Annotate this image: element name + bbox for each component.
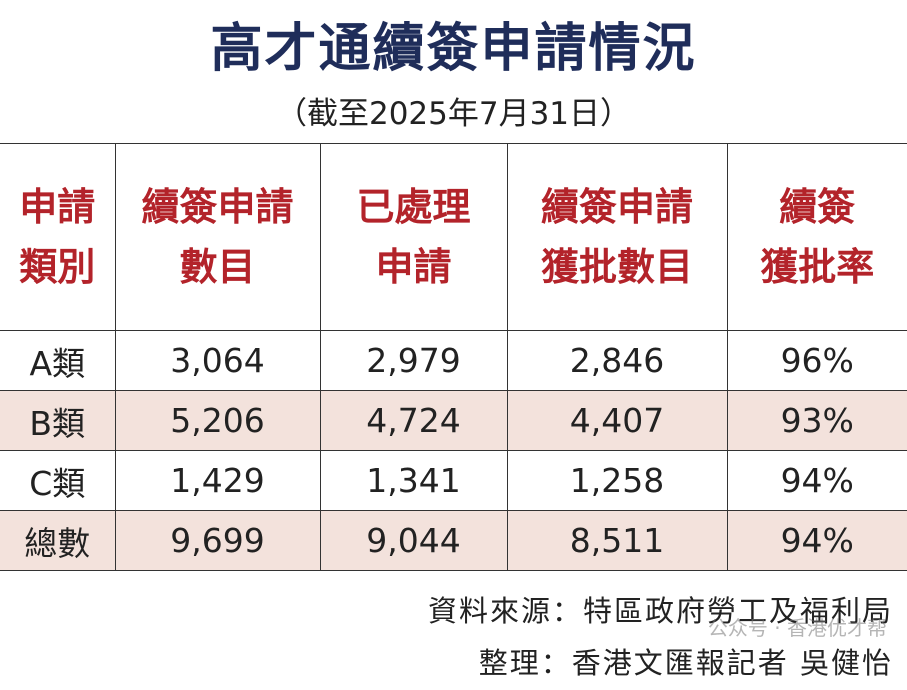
header-line: 類別 — [19, 245, 96, 289]
table-body: A類 3,064 2,979 2,846 96% B類 5,206 4,724 4,407 93%… — [0, 330, 907, 571]
table-cell: 2,979 — [319, 330, 508, 391]
table-row: 總數 9,699 9,044 8,511 94% — [0, 510, 907, 571]
header-line: 獲批率 — [760, 245, 875, 289]
watermark: 公众号 · 香港优才帮 — [707, 616, 887, 640]
header-line: 申請 — [19, 185, 96, 229]
header-line: 續簽 — [779, 185, 856, 229]
header-line: 續簽申請 — [141, 185, 294, 229]
table-cell: 1,429 — [114, 450, 321, 511]
table-cell: 93% — [726, 390, 907, 451]
table-row: C類 1,429 1,341 1,258 94% — [0, 450, 907, 511]
subtitle: （截至2025年7月31日） — [275, 96, 632, 132]
table-cell: A類 — [0, 330, 116, 391]
table-row: A類 3,064 2,979 2,846 96% — [0, 330, 907, 391]
table: 申請 類別 續簽申請 數目 已處理 申請 續簽申請 獲批數目 續簽 獲批率 A類 3,064 2,97… — [0, 143, 907, 571]
table-cell: 3,064 — [114, 330, 321, 391]
header-line: 續簽申請 — [540, 185, 693, 229]
table-cell: 1,258 — [506, 450, 728, 511]
table-cell: 94% — [726, 450, 907, 511]
table-row: B類 5,206 4,724 4,407 93% — [0, 390, 907, 451]
table-cell: 總數 — [0, 510, 116, 571]
source: 資料來源：特區政府勞工及福利局 — [427, 594, 893, 628]
column-header: 續簽 獲批率 — [726, 143, 907, 331]
column-header: 續簽申請 數目 — [114, 143, 321, 331]
table-cell: C類 — [0, 450, 116, 511]
table-cell: 1,341 — [319, 450, 508, 511]
column-header: 申請 類別 — [0, 143, 116, 331]
table-cell: 9,699 — [114, 510, 321, 571]
table-cell: 4,724 — [319, 390, 508, 451]
header-line: 獲批數目 — [540, 245, 693, 289]
table-cell: 8,511 — [506, 510, 728, 571]
header-line: 已處理 — [356, 185, 471, 229]
table-cell: B類 — [0, 390, 116, 451]
title: 高才通續簽申請情況 — [210, 19, 697, 79]
table-cell: 2,846 — [506, 330, 728, 391]
table-cell: 96% — [726, 330, 907, 391]
column-header: 續簽申請 獲批數目 — [506, 143, 728, 331]
column-header: 已處理 申請 — [319, 143, 508, 331]
table-cell: 4,407 — [506, 390, 728, 451]
table-cell: 9,044 — [319, 510, 508, 571]
table-cell: 94% — [726, 510, 907, 571]
header-line: 數目 — [179, 245, 256, 289]
header-line: 申請 — [375, 245, 452, 289]
table-cell: 5,206 — [114, 390, 321, 451]
compiler: 整理：香港文匯報記者 吳健怡 — [478, 646, 893, 680]
header-row: 申請 類別 續簽申請 數目 已處理 申請 續簽申請 獲批數目 續簽 獲批率 — [0, 143, 907, 331]
